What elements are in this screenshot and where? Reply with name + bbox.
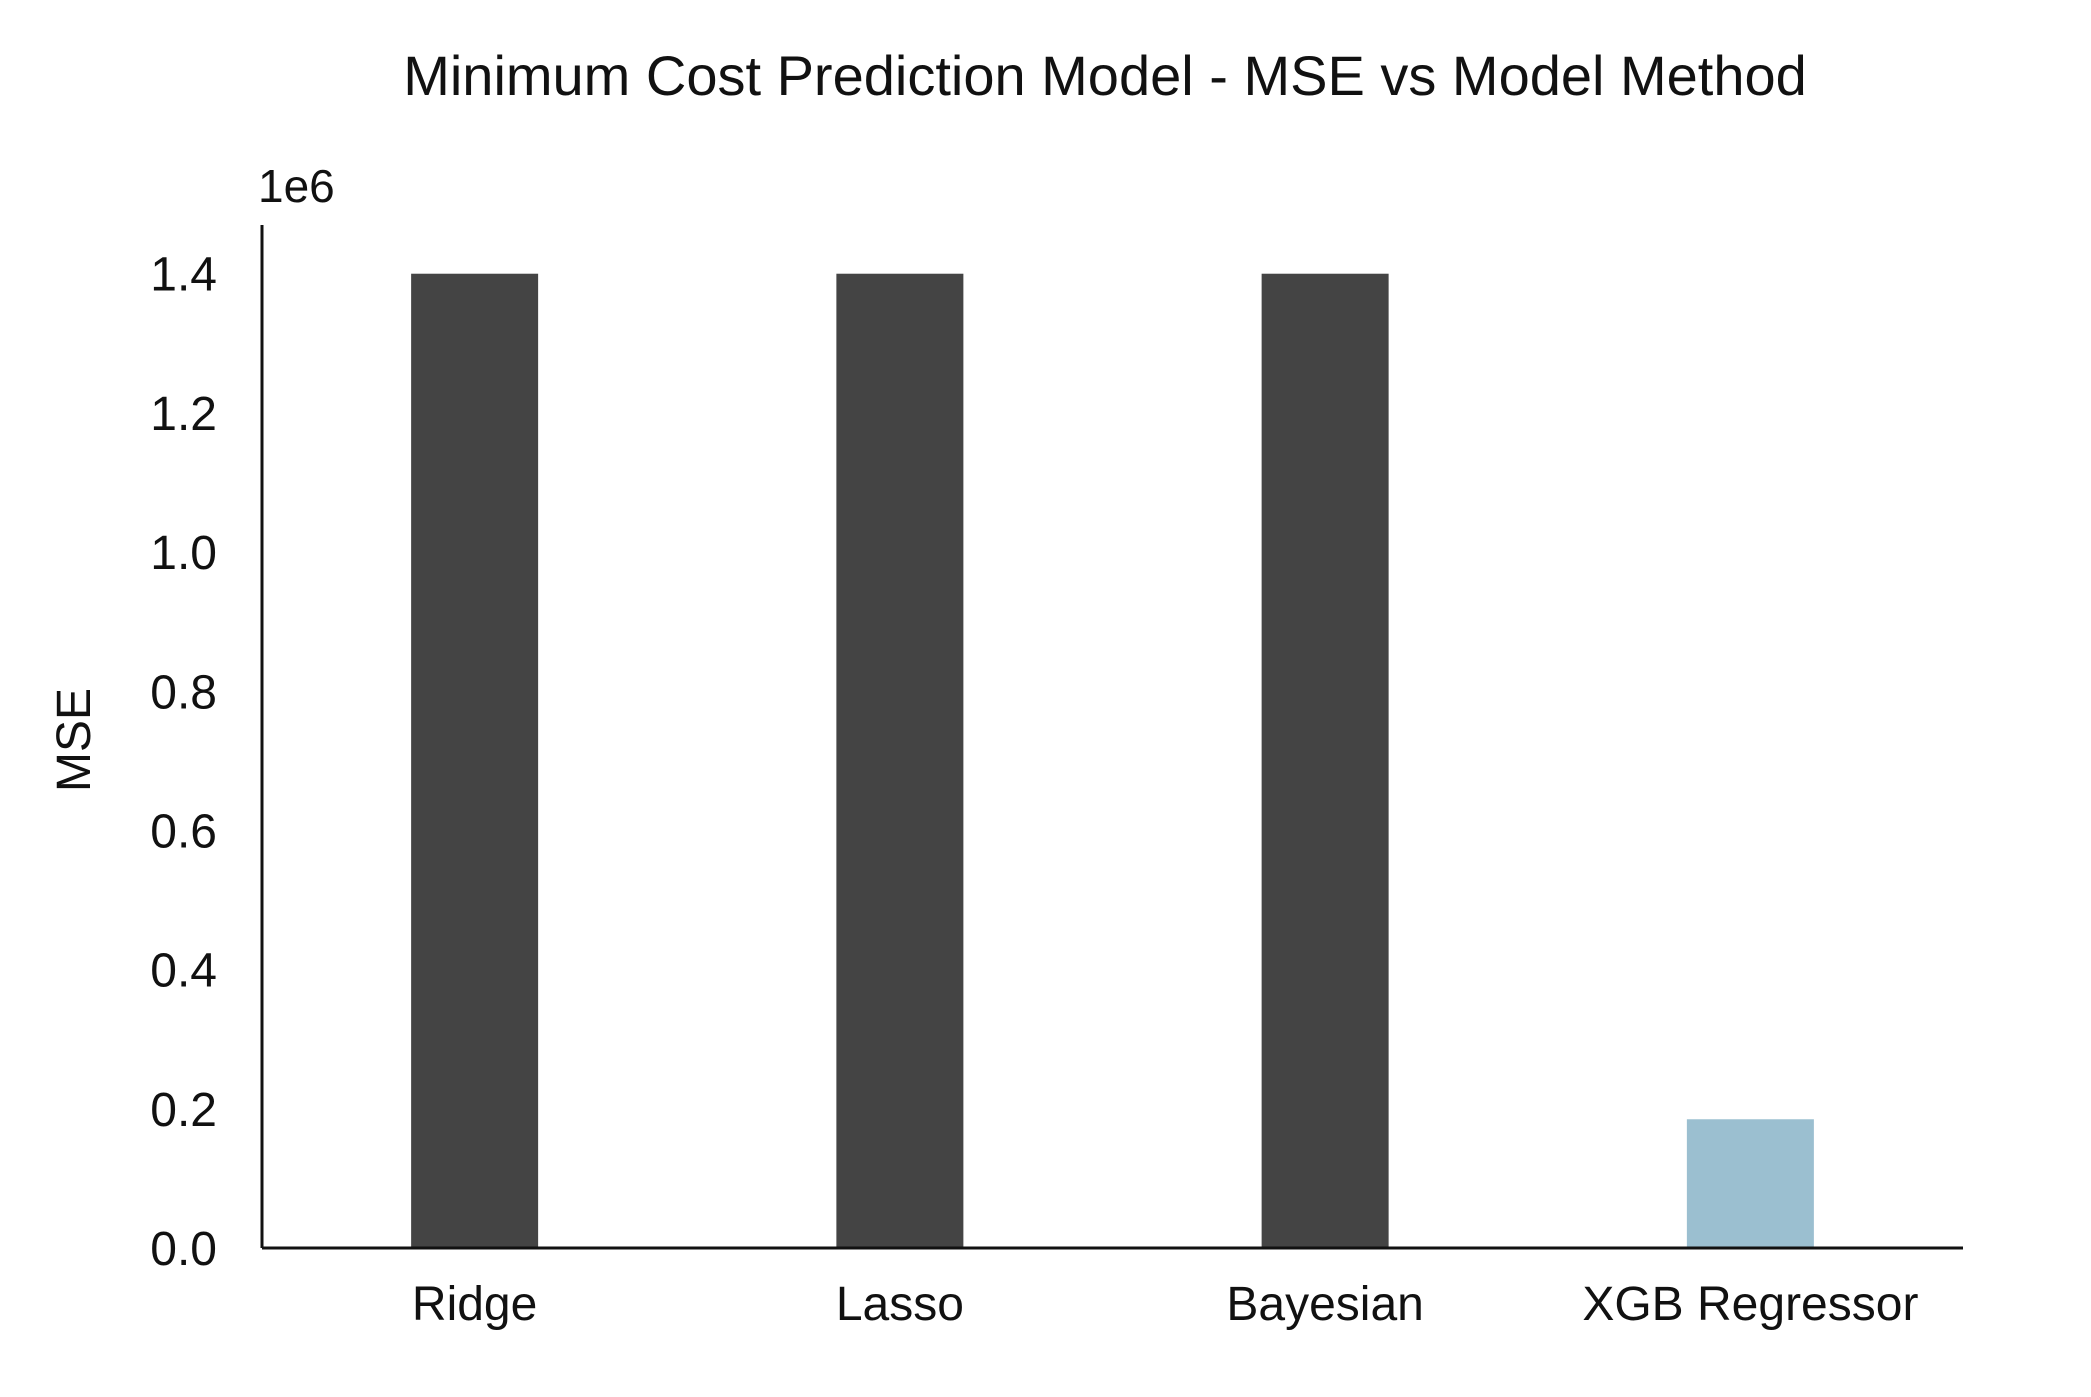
bar-bayesian <box>1261 273 1389 1248</box>
y-tick-label: 1.0 <box>150 527 217 580</box>
y-tick-label: 0.2 <box>150 1084 217 1137</box>
y-offset-label: 1e6 <box>258 160 335 212</box>
x-tick-label: Bayesian <box>1226 1278 1423 1331</box>
bars <box>411 273 1814 1248</box>
x-tick-label: Ridge <box>412 1278 537 1331</box>
chart-title: Minimum Cost Prediction Model - MSE vs M… <box>403 44 1807 107</box>
bar-xgb-regressor <box>1686 1119 1814 1248</box>
y-tick-label: 0.6 <box>150 805 217 858</box>
y-tick-label: 1.2 <box>150 388 217 441</box>
y-tick-label: 0.4 <box>150 945 217 998</box>
y-tick-label: 1.4 <box>150 249 217 302</box>
y-tick-labels: 0.0 0.2 0.4 0.6 0.8 1.0 1.2 1.4 <box>150 249 217 1276</box>
y-axis-label: MSE <box>48 688 101 792</box>
y-tick-label: 0.8 <box>150 666 217 719</box>
x-tick-label: XGB Regressor <box>1582 1278 1918 1331</box>
x-tick-label: Lasso <box>836 1278 964 1331</box>
bar-ridge <box>411 273 539 1248</box>
y-tick-label: 0.0 <box>150 1223 217 1276</box>
x-tick-labels: Ridge Lasso Bayesian XGB Regressor <box>412 1278 1919 1331</box>
bar-lasso <box>836 273 964 1248</box>
